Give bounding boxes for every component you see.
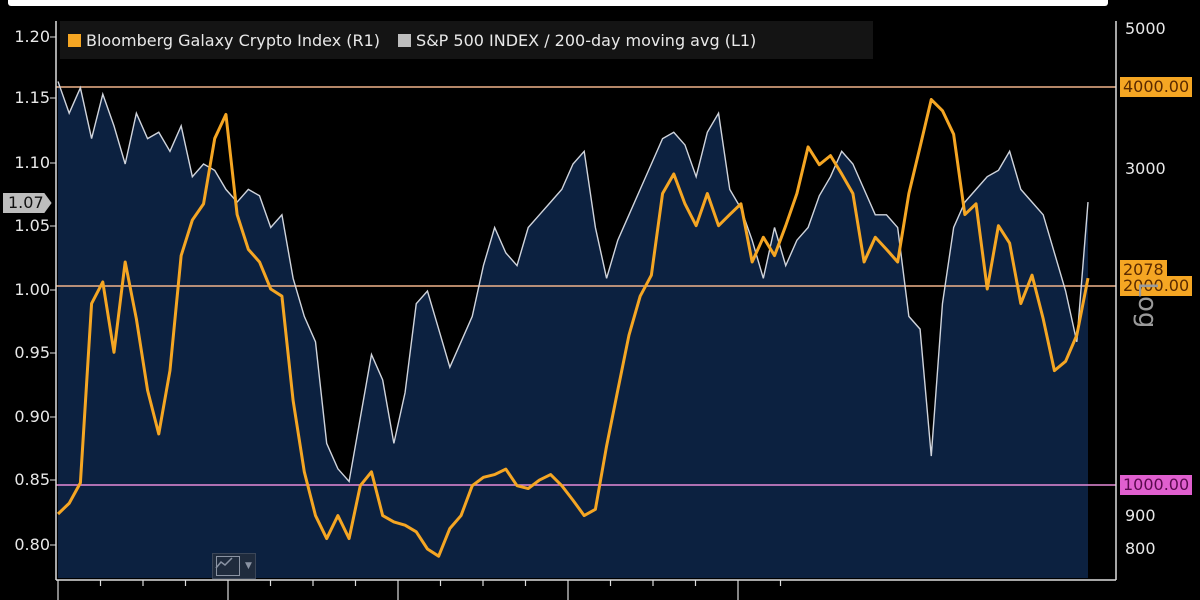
- right-tick-label: 900: [1125, 506, 1156, 525]
- crypto-swatch: [68, 33, 81, 47]
- left-current-value-badge: 1.07: [3, 193, 52, 213]
- crypto-index-line: [56, 98, 1090, 558]
- legend-item-crypto[interactable]: Bloomberg Galaxy Crypto Index (R1): [68, 31, 380, 50]
- chevron-down-icon[interactable]: ▼: [245, 561, 252, 571]
- right-tick-label: 3000: [1125, 159, 1166, 178]
- line-chart-icon: [215, 556, 240, 576]
- left-tick-label: 1.10: [14, 153, 50, 172]
- right-value-badge: 2078: [1120, 260, 1167, 280]
- chart-type-button[interactable]: ▼: [212, 553, 256, 579]
- sp500-area: [58, 81, 1088, 578]
- left-tick-label: 0.80: [14, 535, 50, 554]
- log-scale-label: Log: [1132, 282, 1162, 329]
- right-value-badge: 1000.00: [1120, 475, 1193, 495]
- right-value-badge: 2000.00: [1120, 276, 1193, 296]
- sp500-swatch: [398, 33, 412, 47]
- left-tick-label: 1.05: [14, 216, 50, 235]
- legend: Bloomberg Galaxy Crypto Index (R1) S&P 5…: [60, 21, 873, 59]
- sp500-line: [57, 81, 1089, 484]
- left-tick-label: 0.85: [14, 470, 50, 489]
- right-tick-label: 800: [1125, 539, 1156, 558]
- left-axis-ticks: [50, 36, 56, 546]
- left-tick-label: 1.15: [14, 88, 50, 107]
- x-axis-ticks: [57, 580, 782, 600]
- left-tick-label: 1.20: [14, 27, 50, 46]
- right-tick-label: 5000: [1125, 19, 1166, 38]
- right-value-badge: 4000.00: [1120, 77, 1193, 97]
- chart-title-clipped: [0, 0, 1200, 8]
- legend-label-crypto: Bloomberg Galaxy Crypto Index (R1): [86, 30, 381, 50]
- legend-label-sp500: S&P 500 INDEX / 200-day moving avg (L1): [416, 30, 757, 50]
- left-tick-label: 1.00: [14, 280, 50, 299]
- legend-item-sp500[interactable]: S&P 500 INDEX / 200-day moving avg (L1): [398, 31, 756, 50]
- left-tick-label: 0.90: [14, 407, 50, 426]
- left-tick-label: 0.95: [14, 343, 50, 362]
